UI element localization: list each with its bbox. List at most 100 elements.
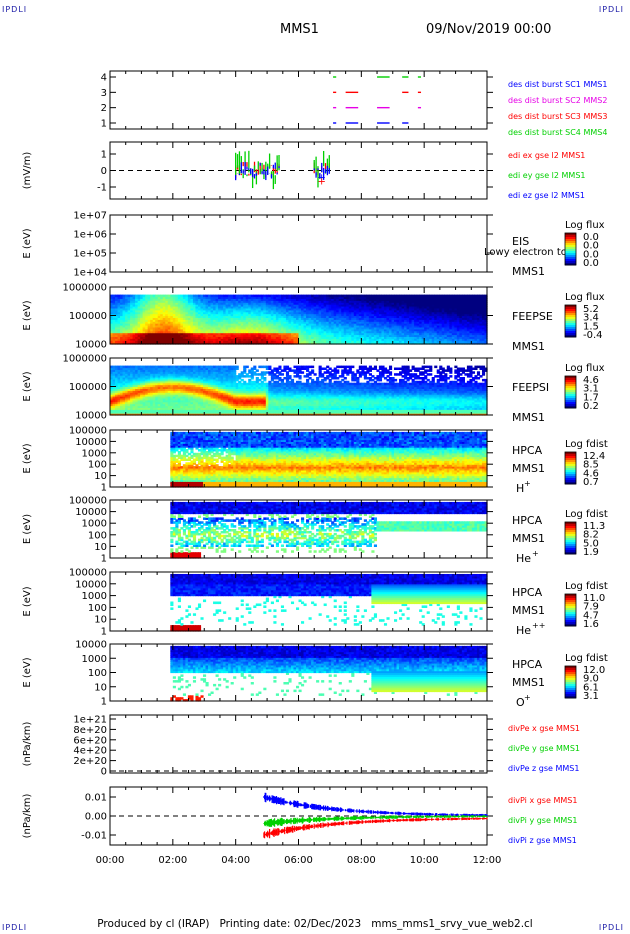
heatmap-cell: [373, 298, 378, 301]
heatmap-cell: [228, 313, 232, 317]
heatmap-cell: [376, 325, 380, 328]
heatmap-cell: [353, 307, 357, 311]
heatmap-cell: [240, 328, 244, 332]
heatmap-cell: [170, 298, 174, 301]
heatmap-cell: [230, 313, 234, 317]
heatmap-cell: [162, 304, 166, 307]
heatmap-cell: [202, 326, 207, 330]
heatmap-cell: [290, 302, 295, 305]
heatmap-cell: [240, 319, 244, 322]
heatmap-cell: [235, 315, 239, 318]
heatmap-cell: [250, 330, 254, 334]
heatmap-cell: [235, 298, 239, 301]
heatmap-cell: [200, 323, 204, 326]
heatmap-cell: [361, 317, 365, 320]
heatmap-cell: [213, 294, 217, 298]
heatmap-cell: [195, 309, 199, 313]
heatmap-cell: [122, 321, 126, 324]
heatmap-cell: [115, 309, 119, 313]
heatmap-cell: [110, 328, 114, 332]
heatmap-cell: [301, 300, 305, 303]
heatmap-cell: [373, 304, 378, 307]
heatmap-cell: [202, 315, 207, 318]
heatmap-cell: [366, 338, 370, 341]
heatmap-cell: [157, 309, 161, 313]
heatmap-cell: [223, 326, 227, 330]
heatmap-cell: [243, 338, 247, 341]
heatmap-cell: [142, 309, 146, 313]
heatmap-cell: [373, 315, 378, 318]
heatmap-cell: [182, 307, 186, 311]
colorbar-step: [565, 245, 576, 248]
heatmap-cell: [152, 319, 156, 322]
heatmap-cell: [170, 323, 174, 326]
heatmap-cell: [323, 336, 327, 339]
heatmap-cell: [240, 340, 244, 343]
heatmap-cell: [120, 328, 124, 332]
heatmap-cell: [180, 321, 184, 324]
heatmap-cell: [270, 340, 274, 343]
heatmap-cell: [215, 319, 219, 322]
heatmap-cell: [288, 317, 292, 320]
heatmap-cell: [333, 309, 337, 313]
heatmap-cell: [278, 307, 282, 311]
heatmap-cell: [220, 315, 224, 318]
heatmap-cell: [175, 298, 179, 301]
heatmap-cell: [378, 304, 383, 307]
heatmap-cell: [190, 307, 194, 311]
heatmap-cell: [336, 328, 340, 332]
heatmap-cell: [233, 321, 237, 324]
heatmap-cell: [358, 298, 362, 301]
heatmap-cell: [353, 325, 357, 328]
heatmap-cell: [321, 330, 325, 334]
heatmap-cell: [202, 309, 207, 313]
heatmap-cell: [343, 296, 347, 299]
heatmap-cell: [351, 328, 355, 332]
heatmap-cell: [298, 313, 302, 317]
heatmap-cell: [255, 332, 259, 336]
heatmap-cell: [115, 332, 119, 336]
heatmap-cell: [361, 319, 365, 322]
heatmap-cell: [233, 306, 237, 309]
heatmap-cell: [177, 309, 181, 313]
heatmap-cell: [351, 313, 355, 317]
heatmap-cell: [280, 313, 285, 317]
heatmap-cell: [215, 328, 219, 332]
heatmap-cell: [328, 309, 332, 313]
heatmap-cell: [162, 328, 166, 332]
heatmap-cell: [142, 338, 146, 341]
heatmap-cell: [197, 319, 202, 322]
heatmap-cell: [341, 340, 345, 343]
heatmap-cell: [147, 296, 151, 299]
heatmap-cell: [180, 304, 184, 307]
heatmap-cell: [238, 300, 242, 303]
heatmap-cell: [112, 309, 116, 313]
colorbar-frame: [564, 232, 577, 266]
heatmap-cell: [363, 296, 367, 299]
heatmap-cell: [376, 296, 380, 299]
heatmap-cell: [187, 294, 192, 298]
heatmap-cell: [290, 336, 295, 339]
heatmap-cell: [130, 304, 134, 307]
heatmap-cell: [366, 313, 370, 317]
heatmap-cell: [210, 326, 214, 330]
heatmap-cell: [363, 321, 367, 324]
heatmap-cell: [167, 328, 171, 332]
heatmap-cell: [283, 298, 287, 301]
heatmap-cell: [137, 306, 141, 309]
heatmap-cell: [130, 300, 134, 303]
heatmap-cell: [263, 328, 267, 332]
heatmap-cell: [366, 304, 370, 307]
heatmap-cell: [192, 340, 197, 343]
heatmap-cell: [288, 313, 292, 317]
heatmap-cell: [368, 311, 372, 315]
heatmap-cell: [378, 317, 383, 320]
heatmap-cell: [361, 342, 365, 345]
heatmap-cell: [187, 304, 192, 307]
heatmap-cell: [316, 302, 320, 305]
heatmap-cell: [323, 328, 327, 332]
heatmap-cell: [336, 313, 340, 317]
heatmap-cell: [142, 336, 146, 339]
heatmap-cell: [346, 304, 350, 307]
heatmap-cell: [162, 315, 166, 318]
